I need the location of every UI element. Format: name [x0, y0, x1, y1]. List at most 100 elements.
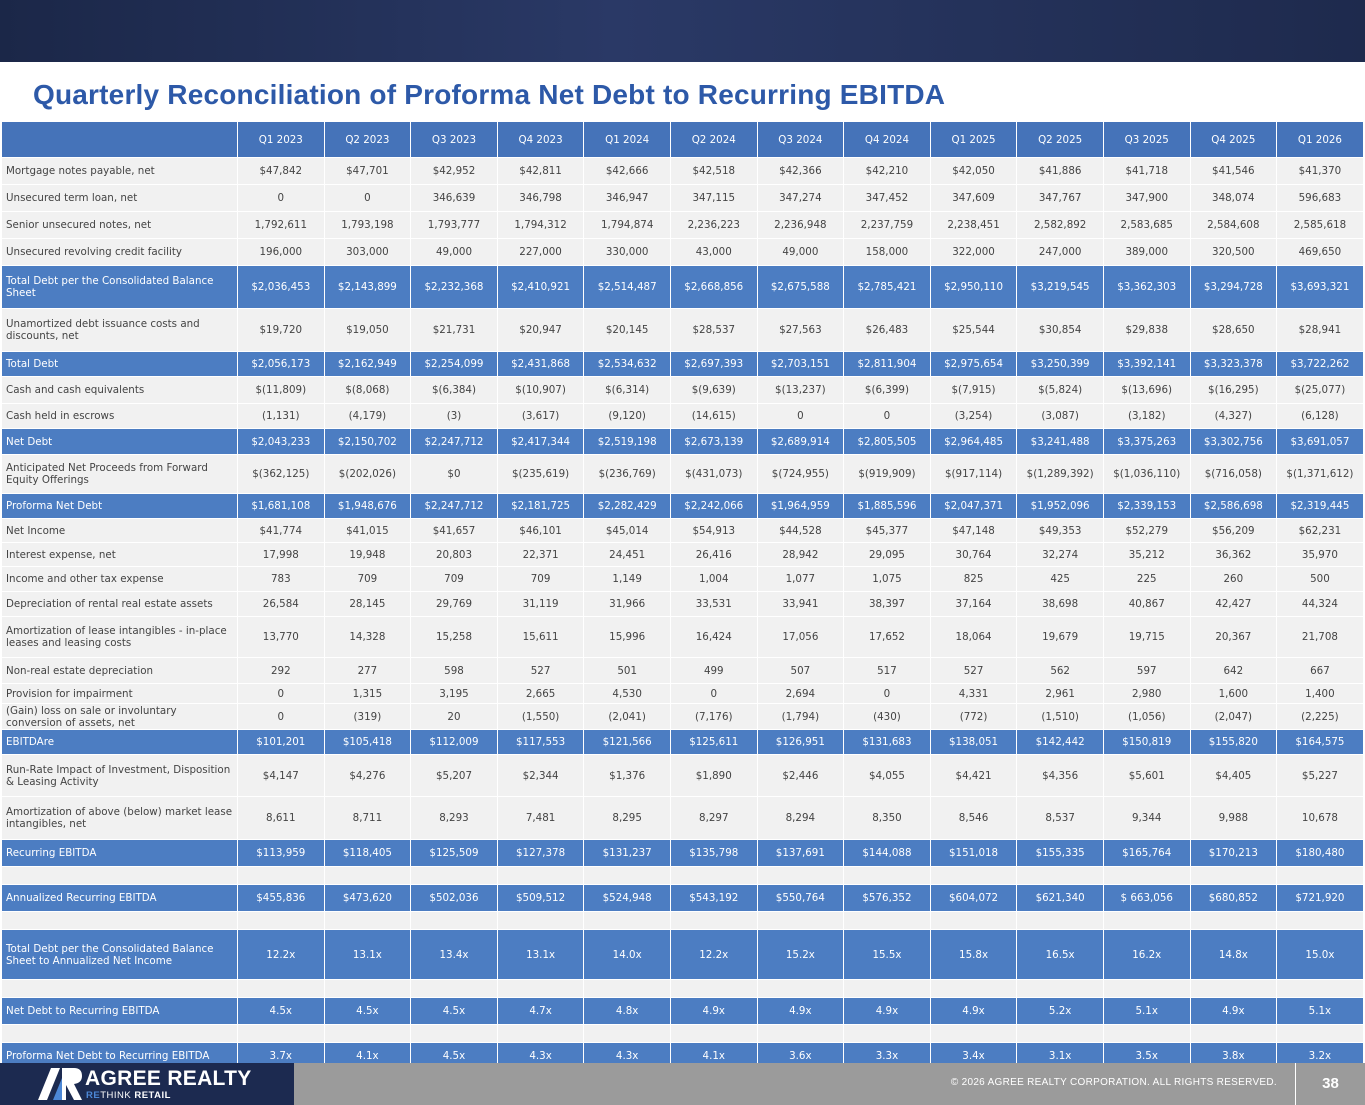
- logo-tagline-retail: RETAIL: [134, 1090, 171, 1101]
- table-cell: [410, 1024, 498, 1043]
- table-cell: 8,293: [410, 796, 498, 840]
- table-cell: $41,015: [323, 518, 412, 543]
- table-cell: $3,294,728: [1189, 265, 1278, 309]
- row-label: Provision for impairment: [1, 683, 238, 704]
- table-cell: 469,650: [1276, 238, 1364, 266]
- table-row: Mortgage notes payable, net $47,842 $47,70…: [1, 157, 1364, 185]
- table-body: Mortgage notes payable, net $47,842 $47,70…: [1, 157, 1364, 1070]
- table-cell: $3,323,378: [1189, 351, 1278, 377]
- table-cell: $28,537: [669, 308, 758, 352]
- table-cell: 2,583,685: [1102, 211, 1191, 239]
- table-cell: 2,961: [1016, 683, 1104, 704]
- table-cell: $42,366: [756, 157, 845, 185]
- table-cell: 20: [410, 703, 498, 730]
- reconciliation-table: Q1 2023 Q2 2023 Q3 2023 Q4 2023 Q1 2024 Q2 20…: [1, 121, 1364, 1070]
- row-label: Run-Rate Impact of Investment, Dispositi…: [1, 754, 238, 797]
- table-cell: $(6,384): [410, 376, 498, 404]
- table-cell: 709: [496, 566, 585, 592]
- table-cell: 0: [323, 184, 412, 212]
- row-label: Non-real estate depreciation: [1, 657, 238, 684]
- table-cell: 2,584,608: [1189, 211, 1278, 239]
- table-cell: $621,340: [1016, 884, 1104, 912]
- table-cell: 2,236,948: [756, 211, 845, 239]
- row-label: Anticipated Net Proceeds from Forward Eq…: [1, 454, 238, 494]
- table-cell: [1276, 911, 1364, 930]
- table-cell: (1,510): [1016, 703, 1104, 730]
- table-cell: 26,584: [237, 591, 325, 617]
- table-cell: $4,276: [323, 754, 412, 797]
- table-cell: (6,128): [1276, 403, 1364, 429]
- column-header: Q4 2024: [843, 121, 931, 158]
- table-cell: $4,147: [237, 754, 325, 797]
- table-cell: $2,247,712: [410, 493, 498, 519]
- table-cell: $2,586,698: [1189, 493, 1278, 519]
- table-cell: 348,074: [1189, 184, 1278, 212]
- table-cell: $144,088: [843, 839, 931, 867]
- column-header: Q1 2025: [929, 121, 1018, 158]
- table-cell: 33,941: [756, 591, 845, 617]
- table-cell: 40,867: [1102, 591, 1191, 617]
- table-cell: 5.1x: [1276, 997, 1364, 1025]
- table-cell: $1,681,108: [237, 493, 325, 519]
- table-cell: $49,353: [1016, 518, 1104, 543]
- table-cell: $2,143,899: [323, 265, 412, 309]
- row-label: Amortization of above (below) market lea…: [1, 796, 238, 840]
- column-header: Q2 2025: [1016, 121, 1104, 158]
- table-cell: $20,947: [496, 308, 585, 352]
- table-cell: 38,397: [843, 591, 931, 617]
- table-cell: (1,794): [756, 703, 845, 730]
- table-cell: 8,611: [237, 796, 325, 840]
- table-cell: $2,232,368: [410, 265, 498, 309]
- table-cell: 7,481: [496, 796, 585, 840]
- table-cell: $52,279: [1102, 518, 1191, 543]
- table-cell: $2,282,429: [583, 493, 671, 519]
- row-label: [1, 866, 238, 885]
- table-cell: [756, 911, 845, 930]
- table-cell: (7,176): [669, 703, 758, 730]
- table-cell: 4.5x: [237, 997, 325, 1025]
- table-cell: 0: [843, 403, 931, 429]
- table-cell: 49,000: [410, 238, 498, 266]
- table-cell: $2,339,153: [1102, 493, 1191, 519]
- table-cell: (2,225): [1276, 703, 1364, 730]
- logo-tagline: RETHINK RETAIL: [86, 1090, 171, 1101]
- table-cell: $2,675,588: [756, 265, 845, 309]
- table-row: Amortization of above (below) market lea…: [1, 796, 1364, 840]
- table-cell: $41,546: [1189, 157, 1278, 185]
- table-cell: 320,500: [1189, 238, 1278, 266]
- table-cell: $29,838: [1102, 308, 1191, 352]
- table-cell: 30,764: [929, 542, 1018, 567]
- table-row: Anticipated Net Proceeds from Forward Eq…: [1, 454, 1364, 494]
- table-cell: $(7,915): [929, 376, 1018, 404]
- column-header: Q1 2023: [237, 121, 325, 158]
- table-cell: [496, 979, 585, 998]
- table-cell: [756, 866, 845, 885]
- table-cell: $2,181,725: [496, 493, 585, 519]
- table-cell: $604,072: [929, 884, 1018, 912]
- table-cell: [1189, 1024, 1278, 1043]
- table-cell: 36,362: [1189, 542, 1278, 567]
- table-cell: [410, 979, 498, 998]
- table-cell: 43,000: [669, 238, 758, 266]
- table-cell: $105,418: [323, 729, 412, 755]
- table-cell: 0: [237, 703, 325, 730]
- table-cell: $165,764: [1102, 839, 1191, 867]
- table-cell: 196,000: [237, 238, 325, 266]
- table-cell: 347,900: [1102, 184, 1191, 212]
- row-label: Interest expense, net: [1, 542, 238, 567]
- table-cell: 8,350: [843, 796, 931, 840]
- table-cell: 527: [929, 657, 1018, 684]
- table-cell: $127,378: [496, 839, 585, 867]
- total-row: Proforma Net Debt $1,681,108 $1,948,676 $2,…: [1, 493, 1364, 519]
- table-cell: $2,344: [496, 754, 585, 797]
- table-cell: 21,708: [1276, 616, 1364, 658]
- table-cell: $151,018: [929, 839, 1018, 867]
- page-title: Quarterly Reconciliation of Proforma Net…: [33, 79, 946, 110]
- table-cell: $42,518: [669, 157, 758, 185]
- table-cell: 347,609: [929, 184, 1018, 212]
- agree-realty-logo-mark-icon: [38, 1068, 82, 1100]
- table-cell: $118,405: [323, 839, 412, 867]
- table-cell: 225: [1102, 566, 1191, 592]
- table-cell: $2,697,393: [669, 351, 758, 377]
- table-cell: $41,774: [237, 518, 325, 543]
